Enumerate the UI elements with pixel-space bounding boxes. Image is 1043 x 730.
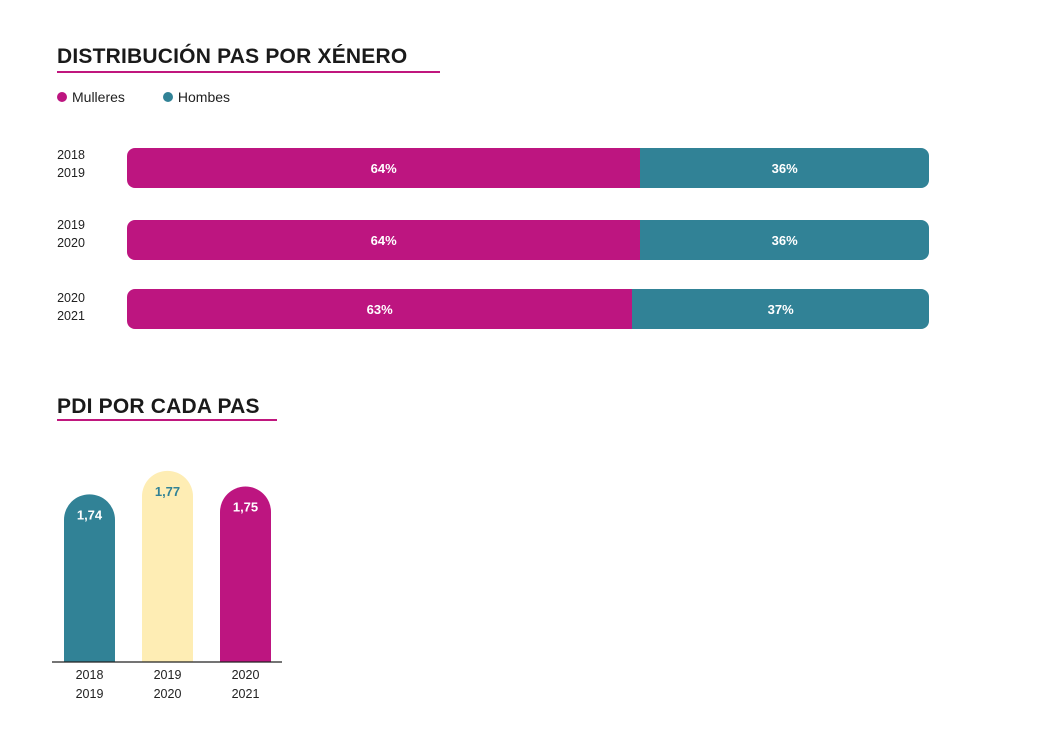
hbar-row: 64% 36% (127, 148, 929, 188)
pdi-year-label: 2018 (76, 668, 104, 682)
legend-dot-women (57, 92, 67, 102)
pdi-year-label: 2019 (154, 668, 182, 682)
hbar-year-label: 2020 2021 (51, 289, 91, 325)
pdi-year-label: 2019 (76, 687, 104, 701)
legend-label-men: Hombes (177, 89, 231, 105)
hbar-segment-women: 64% (127, 148, 641, 188)
hbar-segment-men: 37% (632, 289, 929, 329)
pdi-title-underline (57, 419, 277, 421)
legend-item-men: Hombes (162, 89, 231, 105)
hbar-year-label: 2018 2019 (51, 146, 91, 182)
hbar-year-end: 2020 (57, 236, 85, 250)
pdi-bar-value-label: 1,75 (233, 500, 258, 515)
hbar-year-end: 2019 (57, 166, 85, 180)
pdi-bar-chart: 1,74 2018 2019 1,77 2019 2020 1,75 2020 2021 (52, 470, 282, 701)
pdi-bar (64, 494, 115, 662)
legend-dot-men (162, 92, 173, 102)
hbar-segment-women: 64% (127, 220, 641, 260)
hbar-segment-men: 36% (640, 148, 929, 188)
pdi-chart-title: PDI POR CADA PAS (57, 395, 260, 418)
hbar-year-start: 2019 (57, 218, 85, 232)
pdi-bar (220, 486, 271, 662)
hbar-row: 63% 37% (127, 289, 929, 329)
legend-label-women: Mulleres (72, 89, 125, 105)
hbar-year-start: 2020 (57, 291, 85, 305)
pdi-bar-value-label: 1,77 (155, 484, 180, 499)
pdi-bar-value-label: 1,74 (77, 507, 103, 522)
pdi-year-label: 2020 (154, 687, 182, 701)
legend-item-women: Mulleres (57, 89, 125, 105)
gender-chart-title: DISTRIBUCIÓN PAS POR XÉNERO (57, 45, 408, 68)
legend: Mulleres Hombes (57, 89, 230, 105)
hbar-row: 64% 36% (127, 220, 929, 260)
hbar-segment-men: 36% (640, 220, 929, 260)
pdi-year-label: 2021 (232, 687, 260, 701)
pdi-bar (142, 470, 193, 662)
gender-title-underline (57, 71, 440, 73)
hbar-year-end: 2021 (57, 309, 85, 323)
hbar-year-label: 2019 2020 (51, 216, 91, 252)
hbar-segment-women: 63% (127, 289, 633, 329)
pdi-year-label: 2020 (232, 668, 260, 682)
hbar-year-start: 2018 (57, 148, 85, 162)
